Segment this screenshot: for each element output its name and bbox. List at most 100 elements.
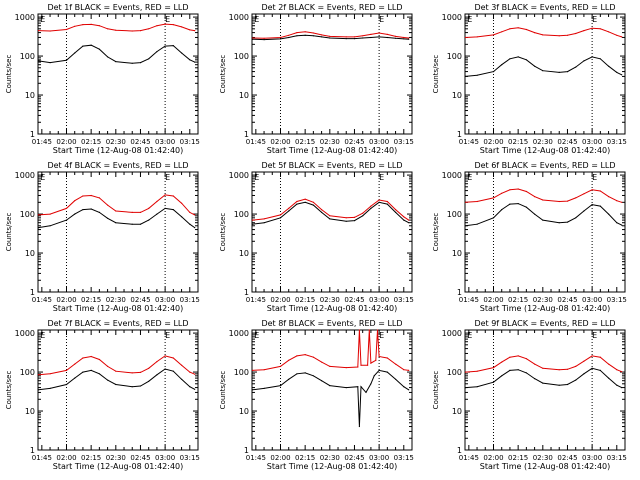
series-lld-point bbox=[304, 31, 306, 33]
series-lld-point bbox=[621, 371, 623, 373]
series-events-point bbox=[566, 221, 569, 223]
series-lld-point bbox=[329, 215, 331, 217]
series-lld-point bbox=[386, 33, 388, 36]
x-tick-label: 01:45 bbox=[246, 138, 266, 146]
series-lld-point bbox=[181, 202, 183, 204]
series-lld-point bbox=[279, 36, 282, 39]
series-lld-point bbox=[353, 216, 356, 218]
series-events-point bbox=[534, 213, 536, 215]
series-lld-point bbox=[370, 362, 372, 364]
series-events-point bbox=[74, 213, 76, 215]
series-lld-point bbox=[139, 371, 142, 373]
x-axis-label: Start Time (12-Aug-08 01:42:40) bbox=[480, 146, 611, 155]
x-tick-label: 02:30 bbox=[320, 454, 340, 462]
series-events-point bbox=[139, 223, 142, 225]
series-lld-point bbox=[189, 371, 191, 373]
series-lld-point bbox=[599, 28, 601, 30]
series-lld-point bbox=[621, 201, 623, 203]
series-events-point bbox=[279, 38, 282, 40]
series-lld-point bbox=[608, 196, 610, 198]
flag-label: E bbox=[165, 15, 170, 24]
series-lld-point bbox=[164, 194, 166, 196]
x-axis-label: Start Time (12-Aug-08 01:42:40) bbox=[53, 146, 184, 155]
series-events-point bbox=[566, 71, 569, 73]
panel-title: Det 1f BLACK = Events, RED = LLD bbox=[47, 3, 188, 12]
y-axis-label: Counts/sec bbox=[219, 55, 227, 94]
series-lld-point bbox=[395, 35, 397, 38]
series-events-point bbox=[370, 207, 372, 209]
x-tick-label: 02:45 bbox=[557, 296, 577, 304]
x-tick-label: 02:15 bbox=[295, 454, 315, 462]
series-lld-point bbox=[608, 31, 610, 33]
x-tick-label: 01:45 bbox=[32, 296, 52, 304]
series-lld-point bbox=[501, 361, 503, 363]
series-lld-point bbox=[156, 361, 158, 363]
series-events-point bbox=[542, 219, 544, 221]
series-events-point bbox=[98, 211, 100, 213]
series-events-point bbox=[288, 36, 290, 39]
panel-title: Det 9f BLACK = Events, RED = LLD bbox=[474, 319, 615, 328]
series-events-point bbox=[107, 379, 109, 381]
series-lld-point bbox=[575, 365, 577, 367]
series-lld-point bbox=[621, 36, 623, 38]
series-lld-point bbox=[517, 27, 519, 29]
series-events-point bbox=[408, 38, 410, 40]
series-events-point bbox=[362, 215, 364, 217]
x-tick-label: 02:45 bbox=[557, 138, 577, 146]
series-events-point bbox=[164, 45, 166, 47]
series-events-point bbox=[98, 48, 100, 50]
series-events-point bbox=[131, 386, 133, 388]
series-lld-point bbox=[312, 201, 314, 203]
y-tick-label: 1000 bbox=[442, 329, 462, 338]
plot-frame bbox=[37, 329, 199, 451]
y-axis-label: Counts/sec bbox=[219, 213, 227, 252]
x-tick-label: 03:15 bbox=[394, 138, 414, 146]
series-lld-point bbox=[90, 355, 92, 358]
series-events-point bbox=[251, 38, 254, 40]
series-events-point bbox=[476, 74, 478, 76]
series-events-point bbox=[279, 217, 282, 219]
series-events-point bbox=[107, 56, 109, 58]
series-events-point bbox=[90, 208, 92, 210]
series-events-point bbox=[525, 372, 528, 374]
series-lld-point bbox=[370, 205, 372, 207]
series-events-point bbox=[189, 386, 191, 388]
y-tick-label: 1000 bbox=[229, 171, 249, 180]
x-tick-label: 02:15 bbox=[295, 296, 315, 304]
series-lld-point bbox=[476, 200, 478, 203]
series-lld-point bbox=[517, 355, 519, 357]
series-lld-point bbox=[321, 34, 323, 36]
series-events-point bbox=[131, 223, 133, 225]
series-lld-point bbox=[558, 369, 560, 371]
series-lld-point bbox=[558, 200, 560, 203]
y-axis-label: Counts/sec bbox=[432, 213, 440, 252]
series-events-point bbox=[49, 225, 51, 227]
series-lld-point bbox=[566, 368, 569, 370]
series-lld-point bbox=[189, 29, 191, 31]
series-lld-point bbox=[90, 23, 92, 25]
series-events-point bbox=[464, 387, 467, 389]
y-tick-label: 1 bbox=[30, 446, 35, 455]
series-lld-point bbox=[525, 28, 528, 31]
series-events-point bbox=[321, 36, 323, 38]
series-lld-point bbox=[357, 366, 359, 368]
flag-label: E bbox=[592, 15, 597, 24]
series-events-point bbox=[509, 58, 511, 60]
series-events-point bbox=[37, 389, 40, 391]
series-events-point bbox=[591, 367, 593, 369]
series-lld-point bbox=[509, 189, 511, 191]
series-events-point bbox=[312, 204, 314, 206]
series-lld-point bbox=[575, 197, 577, 199]
series-events-point bbox=[131, 62, 133, 64]
series-lld-point bbox=[304, 198, 306, 200]
y-tick-label: 1000 bbox=[229, 329, 249, 338]
series-lld-point bbox=[566, 34, 569, 36]
series-events-point bbox=[558, 384, 560, 386]
series-events-point bbox=[194, 388, 196, 390]
series-events-point bbox=[304, 201, 306, 203]
series-lld-point bbox=[525, 358, 528, 360]
series-lld-point bbox=[534, 196, 536, 198]
